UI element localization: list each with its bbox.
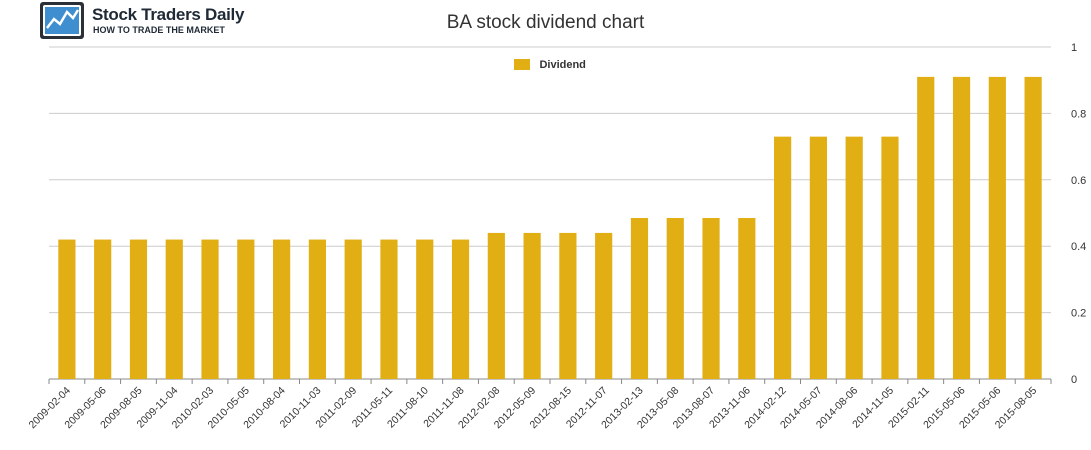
y-tick-label: 1	[1071, 42, 1077, 54]
y-tick-label: 0.6	[1071, 175, 1086, 187]
dividend-bar	[630, 217, 649, 379]
dividend-bar	[702, 217, 720, 379]
chart-legend[interactable]: Dividend	[514, 56, 586, 71]
stock-traders-daily-logo[interactable]: Stock Traders Daily HOW TO TRADE THE MAR…	[40, 2, 244, 42]
logo-tagline: HOW TO TRADE THE MARKET	[93, 25, 225, 35]
dividend-bar	[201, 239, 219, 379]
dividend-bar	[595, 232, 613, 379]
dividend-bar	[416, 239, 434, 379]
dividend-bar	[738, 217, 756, 379]
dividend-bar	[487, 232, 505, 379]
dividend-bar	[273, 239, 291, 379]
dividend-bar	[1024, 76, 1042, 379]
logo-name: Stock Traders Daily	[92, 5, 245, 24]
dividend-bar	[881, 136, 899, 379]
y-tick-label: 0.4	[1071, 241, 1086, 253]
chart-logo-icon	[40, 2, 84, 39]
legend-swatch	[514, 59, 530, 71]
dividend-bar	[917, 76, 935, 379]
dividend-bar	[988, 76, 1006, 379]
dividend-bar	[952, 76, 971, 379]
dividend-bar	[774, 136, 792, 379]
dividend-bar	[94, 239, 112, 379]
dividend-bar	[523, 232, 541, 379]
y-tick-label: 0.2	[1071, 308, 1086, 320]
y-tick-label: 0.8	[1071, 108, 1086, 120]
dividend-bar	[308, 239, 326, 379]
dividend-bar	[165, 239, 183, 379]
dividend-bar	[237, 239, 255, 379]
y-tick-label: 0	[1071, 374, 1077, 386]
legend-label-dividend: Dividend	[539, 58, 586, 71]
dividend-bar	[559, 232, 577, 379]
dividend-bar	[845, 136, 863, 379]
dividend-bar	[129, 239, 148, 379]
dividend-bar	[451, 239, 470, 379]
dividend-bar	[344, 239, 362, 379]
dividend-bar	[809, 136, 827, 379]
chart-title: BA stock dividend chart	[446, 12, 645, 33]
dividend-bar	[666, 217, 684, 379]
dividend-bar	[380, 239, 398, 379]
dividend-bar	[58, 239, 76, 379]
